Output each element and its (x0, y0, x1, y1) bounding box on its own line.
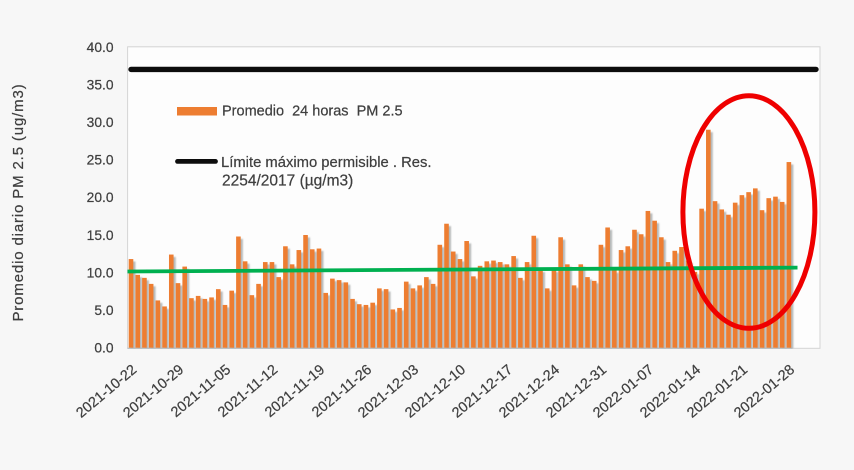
svg-text:20.0: 20.0 (87, 190, 114, 205)
svg-text:Promedio diario PM 2.5 (ug/m3): Promedio diario PM 2.5 (ug/m3) (10, 83, 27, 321)
svg-text:5.0: 5.0 (94, 303, 114, 318)
svg-text:35.0: 35.0 (87, 77, 114, 92)
svg-text:25.0: 25.0 (87, 153, 114, 168)
svg-text:30.0: 30.0 (87, 115, 114, 130)
svg-text:0.0: 0.0 (94, 341, 114, 356)
svg-text:40.0: 40.0 (87, 40, 114, 55)
svg-text:Límite máximo permisible . Res: Límite máximo permisible . Res. (221, 155, 432, 171)
svg-text:15.0: 15.0 (87, 228, 114, 243)
svg-text:2254/2017 (µg/m3): 2254/2017 (µg/m3) (222, 172, 353, 189)
svg-text:10.0: 10.0 (87, 265, 114, 280)
svg-text:Promedio 24 horas PM 2.5: Promedio 24 horas PM 2.5 (222, 104, 403, 120)
